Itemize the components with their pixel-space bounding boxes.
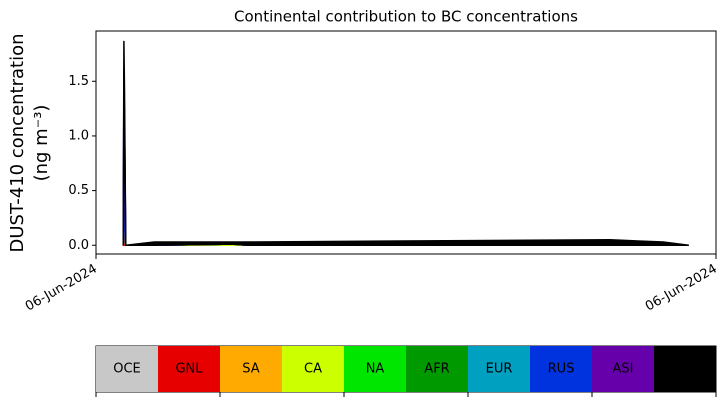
legend-label: AFR	[424, 362, 449, 377]
legend-label: CA	[304, 362, 322, 377]
area	[122, 119, 689, 247]
y-axis-label: DUST-410 concentration (ng m⁻³)	[7, 33, 52, 252]
legend-swatch	[158, 346, 220, 392]
legend-swatch	[592, 346, 654, 392]
legend-swatch	[654, 346, 716, 392]
legend-label: RUS	[548, 362, 575, 377]
colorbar-ticks	[95, 392, 717, 397]
legend-label: ASI	[613, 362, 634, 377]
x-tick-label: 06-Jun-2024	[23, 262, 100, 315]
legend-swatch	[406, 346, 468, 392]
legend-swatch	[530, 346, 592, 392]
legend-swatch	[282, 346, 344, 392]
area	[122, 40, 689, 247]
y-tick-label: 1.5	[68, 74, 89, 89]
area	[122, 70, 689, 247]
y-label-line: DUST-410 concentration	[7, 33, 28, 252]
legend-swatch	[468, 346, 530, 392]
legend-swatch	[344, 346, 406, 392]
y-label-line: (ng m⁻³)	[31, 105, 52, 182]
area	[122, 119, 689, 247]
y-tick-label: 1.0	[68, 128, 89, 143]
legend-label: AUS	[672, 362, 699, 377]
legend-swatch	[220, 346, 282, 392]
area	[122, 119, 689, 247]
area	[122, 119, 689, 247]
legend-label: GNL	[175, 362, 203, 377]
y-tick-label: 0.0	[68, 238, 89, 253]
legend-label: OCE	[113, 362, 141, 377]
area	[122, 119, 689, 247]
area	[122, 108, 689, 247]
x-tick-label: 06-Jun-2024	[643, 262, 720, 315]
chart-title: Continental contribution to BC concentra…	[234, 8, 578, 26]
legend-label: SA	[242, 362, 259, 377]
plot-frame	[95, 30, 717, 255]
y-tick-label: 0.5	[68, 183, 89, 198]
legend-label: EUR	[486, 362, 513, 377]
legend-swatch	[96, 346, 158, 392]
area	[122, 70, 689, 247]
legend-label: NA	[366, 362, 385, 377]
